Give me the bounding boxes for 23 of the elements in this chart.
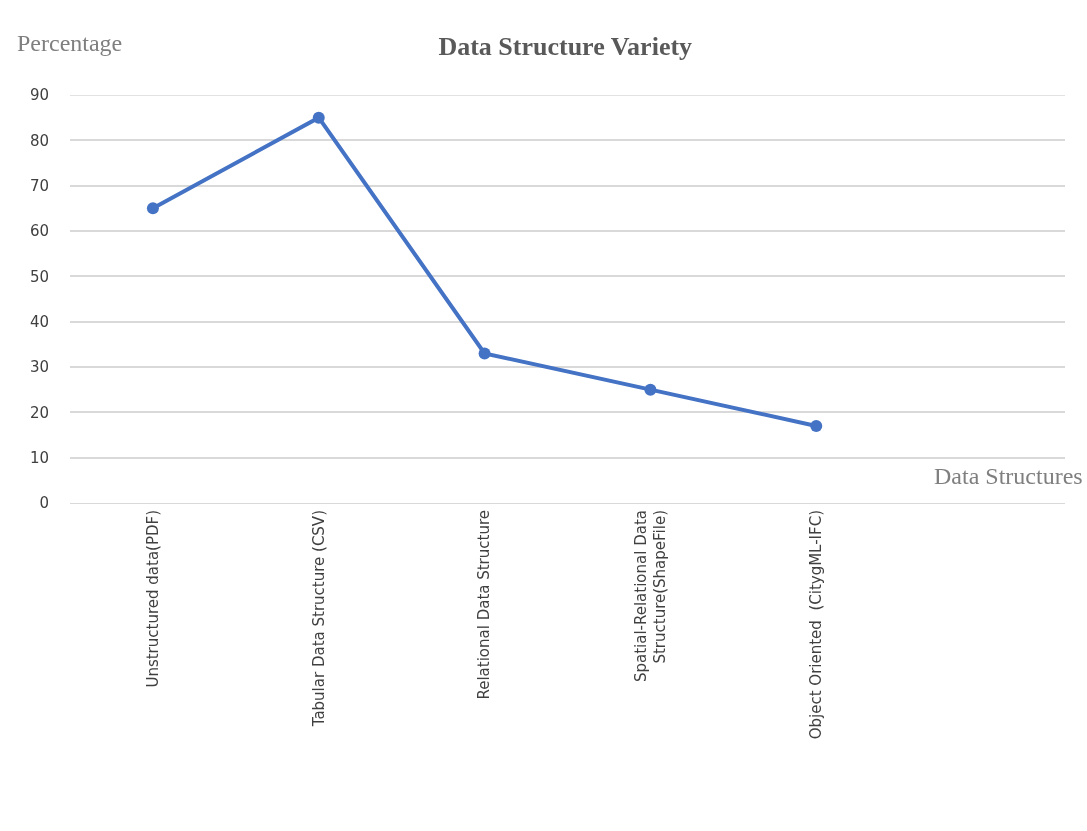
- x-tick-label: Object Oriented (CitygML-IFC): [807, 510, 826, 740]
- y-tick-label: 70: [29, 176, 49, 195]
- y-axis-title: Percentage: [17, 30, 123, 56]
- x-tick-label: Spatial-Relational Data Structure(ShapeFile): [631, 510, 670, 683]
- y-tick-label: 10: [29, 448, 49, 467]
- point: [478, 347, 491, 360]
- point: [312, 111, 325, 124]
- x-tick-label: Unstructured data(PDF): [143, 510, 162, 688]
- x-tick-label: Tabular Data Structure (CSV): [309, 510, 328, 728]
- y-tick-label: 40: [29, 312, 49, 331]
- chart-title: Data Structure Variety: [438, 31, 693, 61]
- point: [810, 419, 823, 432]
- y-tick-label: 20: [29, 403, 49, 422]
- point: [644, 383, 657, 396]
- y-tick-label: 30: [29, 358, 49, 377]
- y-tick-label: 90: [29, 86, 49, 105]
- x-tick-label: Relational Data Structure: [475, 510, 494, 700]
- point: [146, 202, 159, 215]
- y-tick-label: 50: [29, 267, 49, 286]
- y-tick-label: 80: [29, 131, 49, 150]
- y-tick-label: 60: [29, 222, 49, 241]
- x-axis-title: Data Structures: [934, 463, 1083, 489]
- y-tick-label: 0: [39, 494, 49, 513]
